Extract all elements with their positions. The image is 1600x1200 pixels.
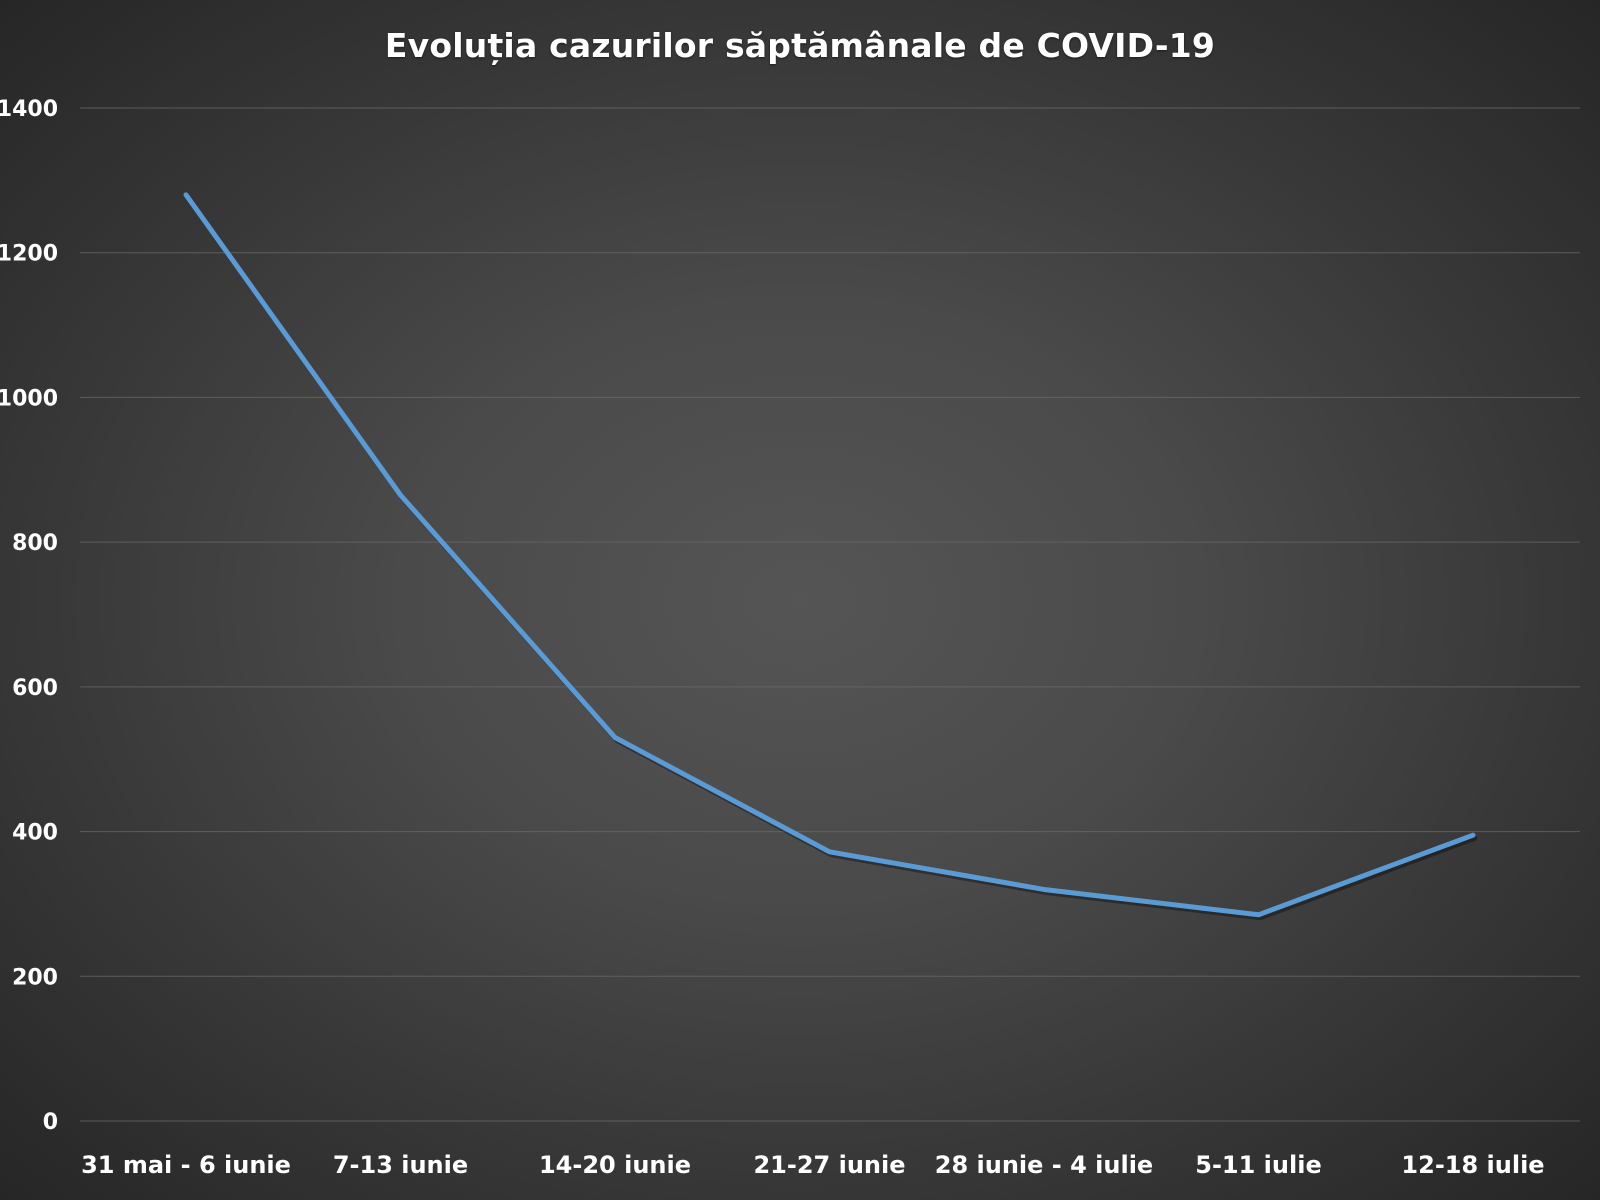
y-tick-label-400: 400 xyxy=(12,821,58,846)
x-category-label-7: 12-18 iulie xyxy=(1401,1151,1544,1179)
x-category-label-1: 31 mai - 6 iunie xyxy=(81,1151,291,1179)
series xyxy=(183,192,1478,921)
series-line-shadow xyxy=(185,195,1478,921)
y-axis-ticks: 0 200 400 600 800 1000 1200 1400 xyxy=(0,97,58,1135)
x-category-label-4: 21-27 iunie xyxy=(753,1151,905,1179)
x-category-label-6: 5-11 iulie xyxy=(1195,1151,1321,1179)
y-tick-label-200: 200 xyxy=(12,965,58,990)
y-tick-label-1400: 1400 xyxy=(0,97,58,122)
gridlines xyxy=(80,107,1580,1122)
x-category-label-3: 14-20 iunie xyxy=(539,1151,691,1179)
y-tick-label-0: 0 xyxy=(43,1110,58,1135)
y-tick-label-600: 600 xyxy=(12,676,58,701)
y-tick-label-1200: 1200 xyxy=(0,242,58,267)
series-line xyxy=(183,192,1476,918)
y-tick-label-800: 800 xyxy=(12,531,58,556)
x-axis-categories: 31 mai - 6 iunie 7-13 iunie 14-20 iunie 21-… xyxy=(81,1151,1544,1179)
chart-title: Evoluția cazurilor săptămânale de COVID-… xyxy=(384,26,1216,65)
x-category-label-5: 28 iunie - 4 iulie xyxy=(935,1151,1153,1179)
y-tick-label-1000: 1000 xyxy=(0,386,58,411)
x-category-label-2: 7-13 iunie xyxy=(333,1151,468,1179)
